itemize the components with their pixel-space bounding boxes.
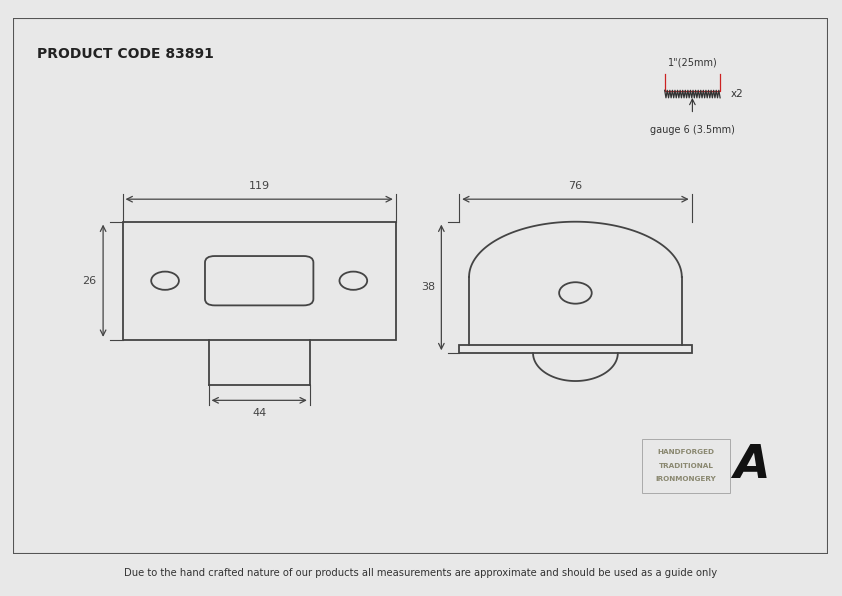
Bar: [642, 439, 730, 492]
Text: 26: 26: [83, 276, 97, 285]
Text: 38: 38: [421, 283, 434, 293]
Text: gauge 6 (3.5mm): gauge 6 (3.5mm): [650, 125, 735, 135]
Bar: [459, 344, 691, 353]
Text: A: A: [733, 443, 770, 488]
Text: Due to the hand crafted nature of our products all measurements are approximate : Due to the hand crafted nature of our pr…: [124, 568, 717, 578]
Text: TRADITIONAL: TRADITIONAL: [658, 462, 713, 469]
Text: 1"(25mm): 1"(25mm): [668, 58, 717, 68]
Text: 119: 119: [248, 181, 269, 191]
Text: HANDFORGED: HANDFORGED: [658, 449, 714, 455]
Bar: [123, 222, 396, 340]
Text: x2: x2: [731, 89, 743, 99]
Text: 76: 76: [568, 181, 583, 191]
Text: 44: 44: [252, 408, 266, 418]
Text: PRODUCT CODE 83891: PRODUCT CODE 83891: [37, 48, 214, 61]
Text: IRONMONGERY: IRONMONGERY: [655, 476, 717, 482]
